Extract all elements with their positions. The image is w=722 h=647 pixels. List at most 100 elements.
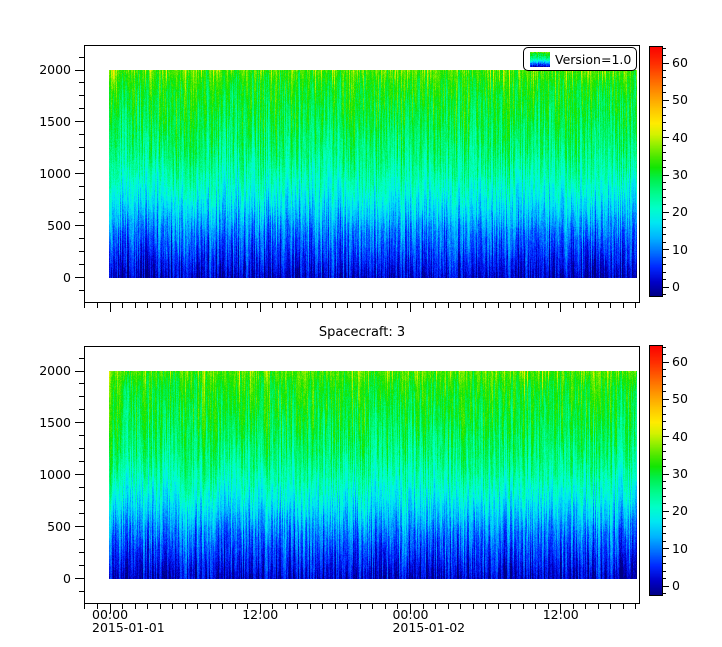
colorbar-tick — [663, 122, 666, 124]
y-tick — [79, 448, 84, 450]
x-tick — [172, 604, 174, 609]
colorbar-tick — [663, 174, 669, 176]
x-tick — [597, 303, 599, 308]
colorbar-tick-label: 60 — [672, 354, 688, 369]
colorbar-tick — [663, 264, 666, 266]
y-tick-label: 0 — [63, 570, 71, 586]
colorbar-tick — [663, 286, 669, 288]
x-tick — [547, 303, 549, 308]
x-tick — [397, 604, 399, 609]
x-tick — [572, 604, 574, 609]
x-tick — [359, 604, 361, 609]
colorbar-tick-label: 10 — [672, 241, 688, 257]
x-tick-label: 00:00 2015-01-01 — [92, 607, 165, 635]
y-tick — [75, 370, 84, 372]
y-tick — [79, 82, 84, 84]
y-tick-label: 2000 — [39, 62, 71, 77]
y-tick — [79, 357, 84, 359]
x-tick-label: 12:00 — [242, 607, 279, 622]
colorbar-tick — [663, 107, 666, 109]
x-tick — [347, 303, 349, 308]
y-tick — [75, 578, 84, 579]
colorbar-tick — [663, 219, 666, 221]
colorbar-tick — [663, 488, 666, 490]
x-tick — [247, 604, 249, 609]
x-tick — [384, 303, 386, 308]
x-tick — [560, 303, 562, 312]
colorbar-tick — [663, 540, 666, 542]
colorbar-tick — [663, 129, 666, 131]
colorbar-tick — [663, 226, 666, 228]
y-tick — [79, 383, 84, 385]
x-tick — [197, 604, 199, 609]
x-tick — [147, 303, 149, 308]
x-tick — [447, 303, 449, 308]
axes-frame-bottom — [84, 346, 640, 604]
y-tick-label: 1500 — [39, 414, 71, 430]
y-tick — [79, 160, 84, 162]
colorbar-tick — [663, 189, 666, 191]
colorbar-tick — [663, 398, 669, 400]
colorbar-tick — [663, 279, 666, 281]
x-tick — [322, 303, 324, 308]
y-tick — [79, 95, 84, 97]
spectrogram-bottom — [109, 371, 637, 579]
x-tick-label: 00:00 2015-01-02 — [392, 607, 466, 635]
x-tick — [572, 303, 574, 308]
colorbar-tick — [663, 256, 666, 258]
axes-frame-top — [84, 45, 640, 303]
x-tick — [234, 303, 236, 308]
x-tick — [184, 604, 186, 609]
colorbar-tick — [663, 368, 666, 370]
x-tick — [84, 303, 86, 308]
colorbar-tick — [663, 533, 666, 535]
x-tick — [435, 604, 437, 609]
colorbar-tick — [663, 473, 669, 475]
colorbar-tick-label: 40 — [672, 428, 688, 444]
colorbar-tick — [663, 55, 666, 57]
x-tick — [510, 303, 512, 308]
y-tick-label: 1000 — [39, 165, 71, 181]
y-tick — [75, 173, 84, 175]
y-tick — [75, 422, 84, 424]
x-tick — [522, 604, 524, 609]
colorbar-tick — [663, 503, 666, 505]
colorbar-tick-label: 10 — [672, 540, 688, 556]
colorbar-tick — [663, 92, 666, 94]
colorbar-tick — [663, 204, 666, 206]
x-tick — [334, 303, 336, 308]
y-tick — [75, 69, 84, 71]
x-tick — [372, 303, 374, 308]
y-tick — [79, 590, 84, 592]
colorbar-tick — [663, 495, 666, 497]
x-tick — [435, 303, 437, 308]
colorbar-tick — [663, 458, 666, 460]
x-tick — [409, 604, 411, 613]
y-tick-label: 1500 — [39, 113, 71, 129]
colorbar-tick-label: 50 — [672, 92, 688, 108]
y-tick — [79, 513, 84, 515]
colorbar-tick — [663, 354, 666, 356]
x-tick — [222, 604, 224, 609]
colorbar-tick — [663, 234, 666, 236]
y-tick — [79, 56, 84, 58]
y-tick — [79, 565, 84, 567]
y-tick — [79, 409, 84, 411]
colorbar-tick — [663, 428, 666, 430]
x-tick — [159, 604, 161, 609]
x-tick — [472, 303, 474, 308]
colorbar-tick — [663, 443, 666, 445]
colorbar-tick-label: 50 — [672, 391, 688, 407]
x-tick — [485, 303, 487, 308]
colorbar-tick — [663, 466, 666, 468]
x-tick — [359, 303, 361, 308]
colorbar-tick — [663, 578, 666, 580]
colorbar-tick-label: 0 — [672, 279, 680, 294]
x-tick — [259, 604, 261, 613]
x-tick — [109, 604, 111, 613]
y-tick — [79, 108, 84, 110]
x-tick — [497, 604, 499, 609]
x-tick — [272, 604, 274, 609]
x-tick — [122, 604, 124, 609]
y-tick — [79, 289, 84, 291]
